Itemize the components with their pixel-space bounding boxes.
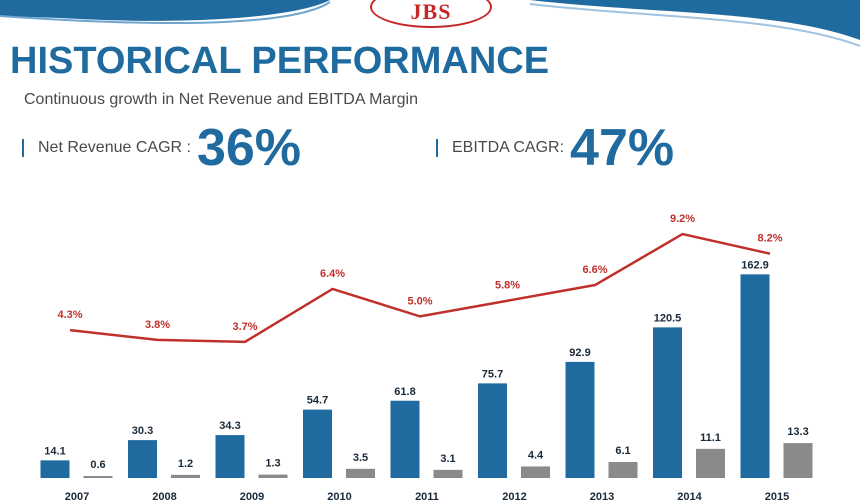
- performance-chart: 14.1 0.6 2007 30.3 1.2 2008 34.3 1.3 2009 54.7 3.5…: [40, 213, 813, 500]
- margin-data-label: 3.8%: [145, 319, 170, 331]
- ebitda-bar: [258, 474, 288, 478]
- header-banner: [0, 0, 860, 47]
- x-tick-label: 2014: [677, 491, 702, 500]
- revenue-data-label: 162.9: [741, 259, 769, 271]
- ebitda-data-label: 3.5: [353, 452, 368, 464]
- ebitda-data-label: 1.2: [178, 458, 193, 470]
- logo-text: JBS: [410, 0, 452, 24]
- jbs-logo: JBS: [370, 0, 492, 28]
- kpi-label: EBITDA CAGR:: [452, 139, 565, 156]
- margin-data-label: 6.4%: [320, 268, 345, 280]
- margin-data-label: 6.6%: [582, 264, 607, 276]
- margin-data-label: 8.2%: [757, 233, 782, 245]
- page-title: HISTORICAL PERFORMANCE: [10, 40, 550, 82]
- ebitda-data-label: 3.1: [440, 453, 455, 465]
- ebitda-data-label: 13.3: [787, 426, 808, 438]
- ebitda-bar: [346, 468, 375, 478]
- ebitda-bar: [171, 474, 200, 478]
- x-tick-label: 2009: [240, 491, 264, 500]
- revenue-data-label: 120.5: [654, 312, 682, 324]
- revenue-data-label: 54.7: [307, 395, 328, 407]
- kpi-value: 47%: [570, 119, 675, 177]
- revenue-data-label: 75.7: [482, 368, 503, 380]
- revenue-data-label: 61.8: [394, 386, 415, 398]
- margin-data-label: 4.3%: [57, 309, 82, 321]
- revenue-data-label: 14.1: [44, 445, 65, 457]
- revenue-bar: [653, 327, 682, 478]
- revenue-data-label: 34.3: [219, 420, 240, 432]
- ebitda-bar: [783, 443, 813, 478]
- ebitda-bar: [83, 476, 113, 478]
- ebitda-bar: [608, 461, 638, 478]
- ebitda-bar: [696, 448, 725, 478]
- margin-data-label: 9.2%: [670, 213, 695, 225]
- ebitda-bar: [433, 469, 463, 478]
- x-tick-label: 2013: [590, 491, 614, 500]
- x-tick-label: 2011: [415, 491, 439, 500]
- revenue-data-label: 30.3: [132, 425, 153, 437]
- revenue-bar: [478, 383, 507, 478]
- kpi-ebitda-cagr: EBITDA CAGR: 47%: [436, 122, 674, 174]
- ebitda-margin-line: [69, 232, 771, 344]
- ebitda-data-label: 1.3: [265, 458, 280, 470]
- revenue-bar: [303, 409, 332, 478]
- ebitda-bar: [521, 466, 550, 478]
- revenue-bar: [390, 400, 420, 478]
- revenue-bar: [740, 274, 770, 478]
- x-tick-label: 2008: [152, 491, 176, 500]
- revenue-data-label: 92.9: [569, 347, 590, 359]
- kpi-value: 36%: [196, 119, 302, 177]
- kpi-divider: [22, 139, 24, 157]
- revenue-bar: [215, 435, 245, 478]
- x-tick-label: 2015: [765, 491, 789, 500]
- ebitda-data-label: 6.1: [615, 445, 630, 457]
- page-subtitle: Continuous growth in Net Revenue and EBI…: [24, 91, 418, 108]
- kpi-net-revenue-cagr: Net Revenue CAGR : 36%: [22, 122, 301, 174]
- ebitda-data-label: 11.1: [700, 432, 721, 444]
- x-tick-label: 2012: [502, 491, 526, 500]
- revenue-bar: [40, 460, 70, 478]
- margin-data-label: 5.8%: [495, 280, 520, 292]
- x-tick-label: 2007: [65, 491, 89, 500]
- x-tick-label: 2010: [327, 491, 351, 500]
- margin-data-label: 3.7%: [232, 321, 257, 333]
- kpi-divider: [436, 139, 438, 157]
- revenue-bar: [565, 361, 595, 478]
- kpi-label: Net Revenue CAGR :: [38, 139, 191, 156]
- margin-data-label: 5.0%: [407, 295, 432, 307]
- ebitda-data-label: 0.6: [90, 459, 105, 471]
- revenue-bar: [128, 440, 157, 478]
- ebitda-data-label: 4.4: [528, 449, 544, 461]
